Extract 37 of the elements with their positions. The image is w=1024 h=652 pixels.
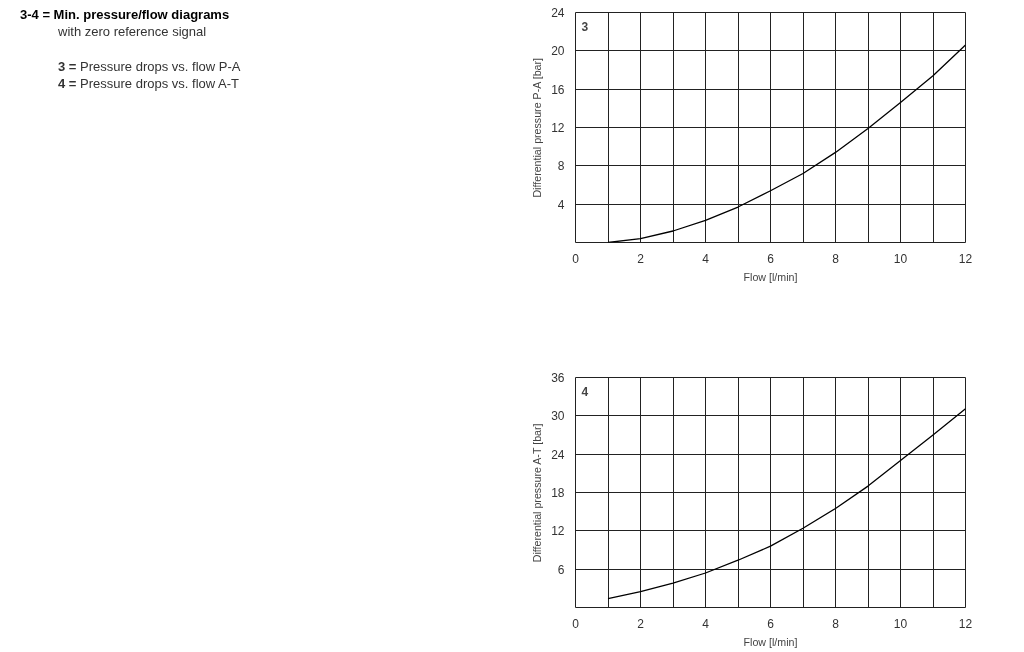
x-tick-label: 4 [702, 616, 710, 631]
text: 3-4 = Min. pressure/flow diagrams [20, 6, 231, 23]
y-tick-label: 24 [551, 6, 565, 20]
annotation: 3 [581, 19, 589, 34]
y-tick-label: 20 [551, 44, 565, 59]
annotation: 4 [581, 384, 589, 399]
y-tick-label: 12 [551, 121, 565, 135]
x-axis-title: Flow [l/min] [743, 635, 798, 648]
x-tick-label: 0 [572, 616, 580, 631]
x-tick-label: 8 [832, 616, 840, 631]
text: with zero reference signal [57, 23, 208, 40]
x-tick-label: 10 [893, 251, 908, 266]
y-tick-label: 36 [551, 371, 565, 385]
y-axis-title: Differential pressure A-T [bar] [531, 423, 544, 563]
x-tick-label: 12 [958, 251, 973, 266]
text: 4 = Pressure drops vs. flow A-T [57, 75, 240, 92]
y-tick-label: 18 [551, 486, 565, 500]
y-tick-label: 30 [551, 409, 565, 424]
x-tick-label: 12 [958, 616, 973, 631]
x-axis-title: Flow [l/min] [743, 270, 798, 283]
y-tick-label: 12 [551, 524, 565, 539]
text: 3 = Pressure drops vs. flow P-A [57, 58, 241, 75]
x-tick-label: 10 [893, 616, 908, 631]
x-tick-label: 2 [637, 616, 645, 631]
x-tick-label: 8 [832, 251, 840, 266]
y-axis-title: Differential pressure P-A [bar] [531, 57, 544, 198]
x-tick-label: 2 [637, 251, 645, 266]
line-series [607, 408, 966, 600]
x-tick-label: 6 [767, 251, 775, 266]
y-tick-label: 16 [551, 82, 565, 97]
x-tick-label: 4 [702, 251, 710, 266]
y-tick-label: 6 [557, 562, 565, 577]
x-tick-label: 0 [572, 251, 580, 266]
x-tick-label: 6 [767, 616, 775, 631]
y-tick-label: 8 [557, 159, 565, 174]
y-tick-label: 4 [557, 197, 565, 212]
y-tick-label: 24 [551, 447, 565, 462]
